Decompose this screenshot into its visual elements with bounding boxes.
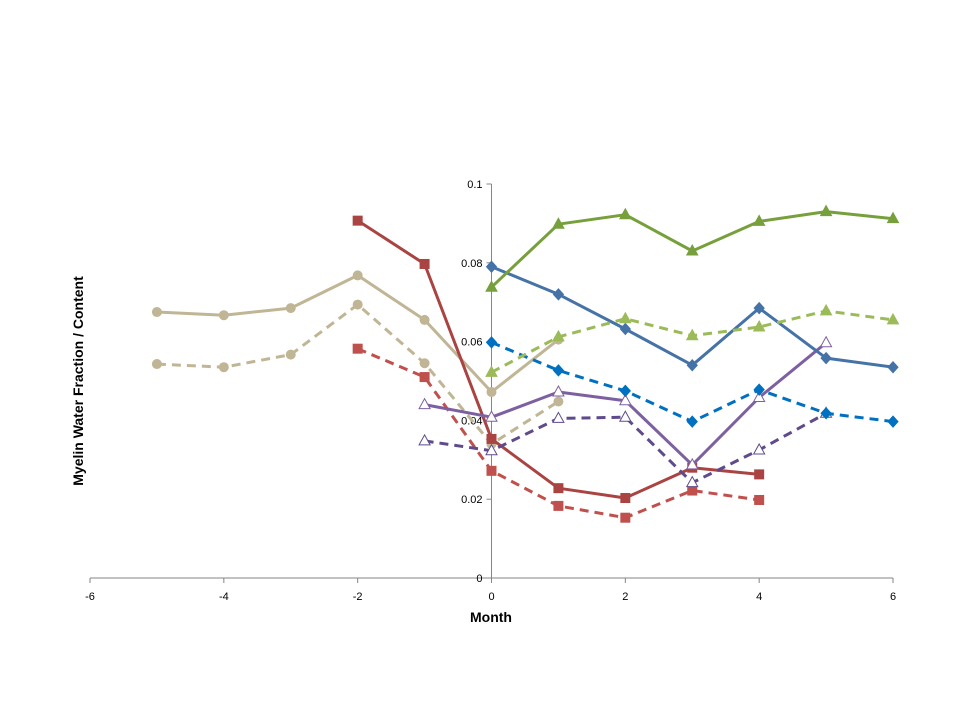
data-point xyxy=(686,415,698,428)
data-point xyxy=(752,442,766,455)
data-point xyxy=(752,319,766,332)
data-point xyxy=(685,328,699,341)
data-point xyxy=(352,343,363,354)
y-tick-label: 0.08 xyxy=(461,258,482,270)
series-10 xyxy=(485,303,900,377)
data-point xyxy=(752,390,766,403)
data-point xyxy=(552,384,565,397)
data-point xyxy=(619,384,632,398)
data-point xyxy=(486,387,497,398)
data-point xyxy=(552,217,565,229)
series-line xyxy=(490,265,894,369)
data-point xyxy=(552,329,565,342)
x-tick-label: -6 xyxy=(85,591,95,603)
data-point xyxy=(887,360,899,374)
data-point xyxy=(419,372,430,383)
data-point xyxy=(753,301,765,315)
data-point xyxy=(686,358,698,372)
series-9 xyxy=(485,204,900,292)
data-point xyxy=(754,469,765,480)
data-point xyxy=(419,358,430,369)
data-point xyxy=(685,457,699,470)
data-point xyxy=(752,214,766,226)
data-point xyxy=(552,364,565,377)
data-point xyxy=(352,215,363,226)
data-point xyxy=(618,207,632,220)
data-point xyxy=(486,433,497,444)
data-point xyxy=(552,288,565,301)
x-tick-label: 4 xyxy=(756,591,762,603)
series-8 xyxy=(485,336,899,428)
y-tick-label: 0.02 xyxy=(461,494,482,506)
data-point xyxy=(620,512,631,523)
data-point xyxy=(887,415,899,428)
series-4 xyxy=(352,343,765,523)
data-point xyxy=(151,307,162,318)
data-point xyxy=(753,383,765,396)
y-tick-label: 0.06 xyxy=(461,337,482,349)
y-tick-label: 0.1 xyxy=(467,179,482,191)
data-point xyxy=(552,411,565,423)
data-point xyxy=(820,351,832,365)
data-point xyxy=(553,500,564,511)
data-point xyxy=(553,483,564,494)
data-point xyxy=(485,280,498,292)
data-point xyxy=(485,260,498,273)
axes: -6 -4 -2 0 2 4 600.020.040.060.080.1 xyxy=(85,179,896,603)
series-7 xyxy=(485,260,899,374)
data-point xyxy=(819,204,833,217)
data-point xyxy=(685,243,699,256)
x-tick-label: -4 xyxy=(219,591,229,603)
data-point xyxy=(620,493,631,504)
data-point xyxy=(485,410,498,422)
data-point xyxy=(886,312,900,325)
series-line xyxy=(156,273,560,394)
series-1 xyxy=(151,270,564,398)
series-layer xyxy=(151,204,900,523)
data-point xyxy=(820,407,832,420)
data-point xyxy=(687,485,698,496)
data-point xyxy=(418,433,431,446)
x-tick-label: 0 xyxy=(488,591,494,603)
data-point xyxy=(352,270,363,281)
series-2 xyxy=(151,299,564,450)
data-point xyxy=(419,258,430,269)
x-axis-title: Month xyxy=(470,609,512,625)
x-tick-label: 2 xyxy=(622,591,628,603)
data-point xyxy=(618,410,632,422)
series-5 xyxy=(418,335,833,470)
series-line xyxy=(490,341,894,424)
data-point xyxy=(886,211,900,224)
series-3 xyxy=(352,215,765,504)
y-axis-title: Myelin Water Fraction / Content xyxy=(70,276,86,486)
series-line xyxy=(156,303,560,446)
data-point xyxy=(619,322,632,336)
data-point xyxy=(352,299,363,310)
data-point xyxy=(553,396,564,407)
y-tick-label: 0 xyxy=(476,573,482,585)
data-point xyxy=(285,303,296,314)
data-point xyxy=(685,475,699,488)
data-point xyxy=(218,310,229,321)
data-point xyxy=(485,365,498,377)
data-point xyxy=(218,362,229,373)
data-point xyxy=(285,349,296,360)
data-point xyxy=(819,303,833,316)
data-point xyxy=(618,393,632,406)
x-tick-label: 6 xyxy=(890,591,896,603)
data-point xyxy=(485,336,498,349)
data-point xyxy=(618,311,632,324)
data-point xyxy=(151,359,162,370)
data-point xyxy=(418,397,431,410)
data-point xyxy=(819,335,833,348)
data-point xyxy=(486,465,497,476)
data-point xyxy=(754,494,765,505)
data-point xyxy=(485,443,498,456)
x-tick-label: -2 xyxy=(353,591,363,603)
data-point xyxy=(419,314,430,325)
